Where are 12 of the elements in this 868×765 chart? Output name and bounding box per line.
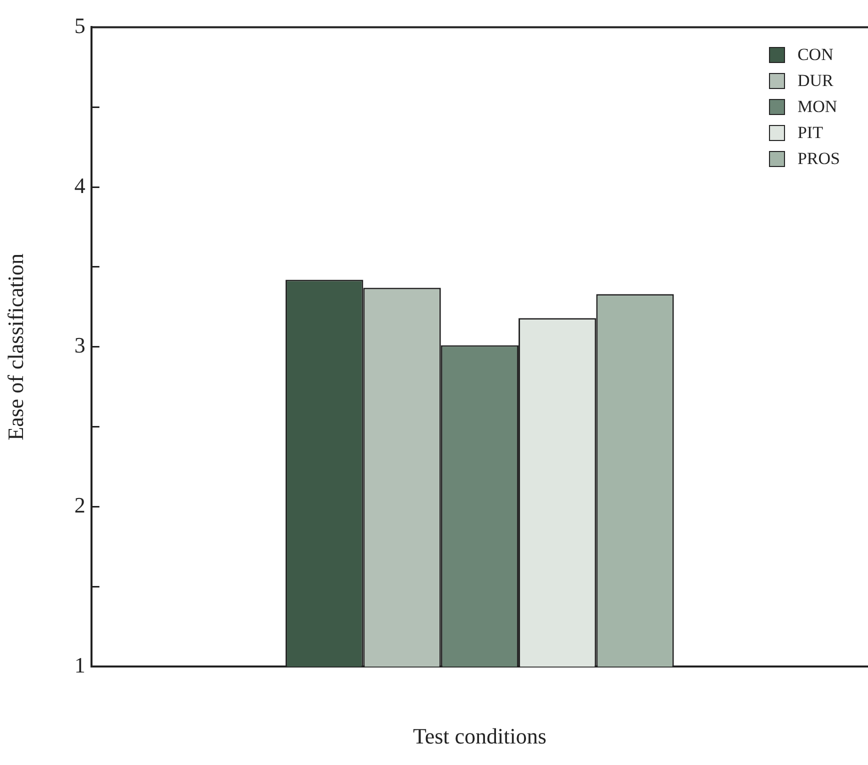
legend-label: MON — [797, 97, 838, 118]
legend-label: PIT — [797, 123, 823, 144]
legend-label: DUR — [797, 71, 834, 92]
y-tick-label: 3 — [74, 332, 86, 358]
y-tick-label: 5 — [74, 12, 86, 38]
y-tick-label: 1 — [74, 652, 86, 678]
y-axis-title: Ease of classification — [2, 253, 28, 440]
legend-label: PROS — [797, 149, 840, 170]
x-axis-title: Test conditions — [412, 724, 546, 749]
y-tick-label: 2 — [74, 492, 86, 518]
y-tick-label: 4 — [74, 172, 86, 198]
legend-label: CON — [797, 45, 834, 66]
